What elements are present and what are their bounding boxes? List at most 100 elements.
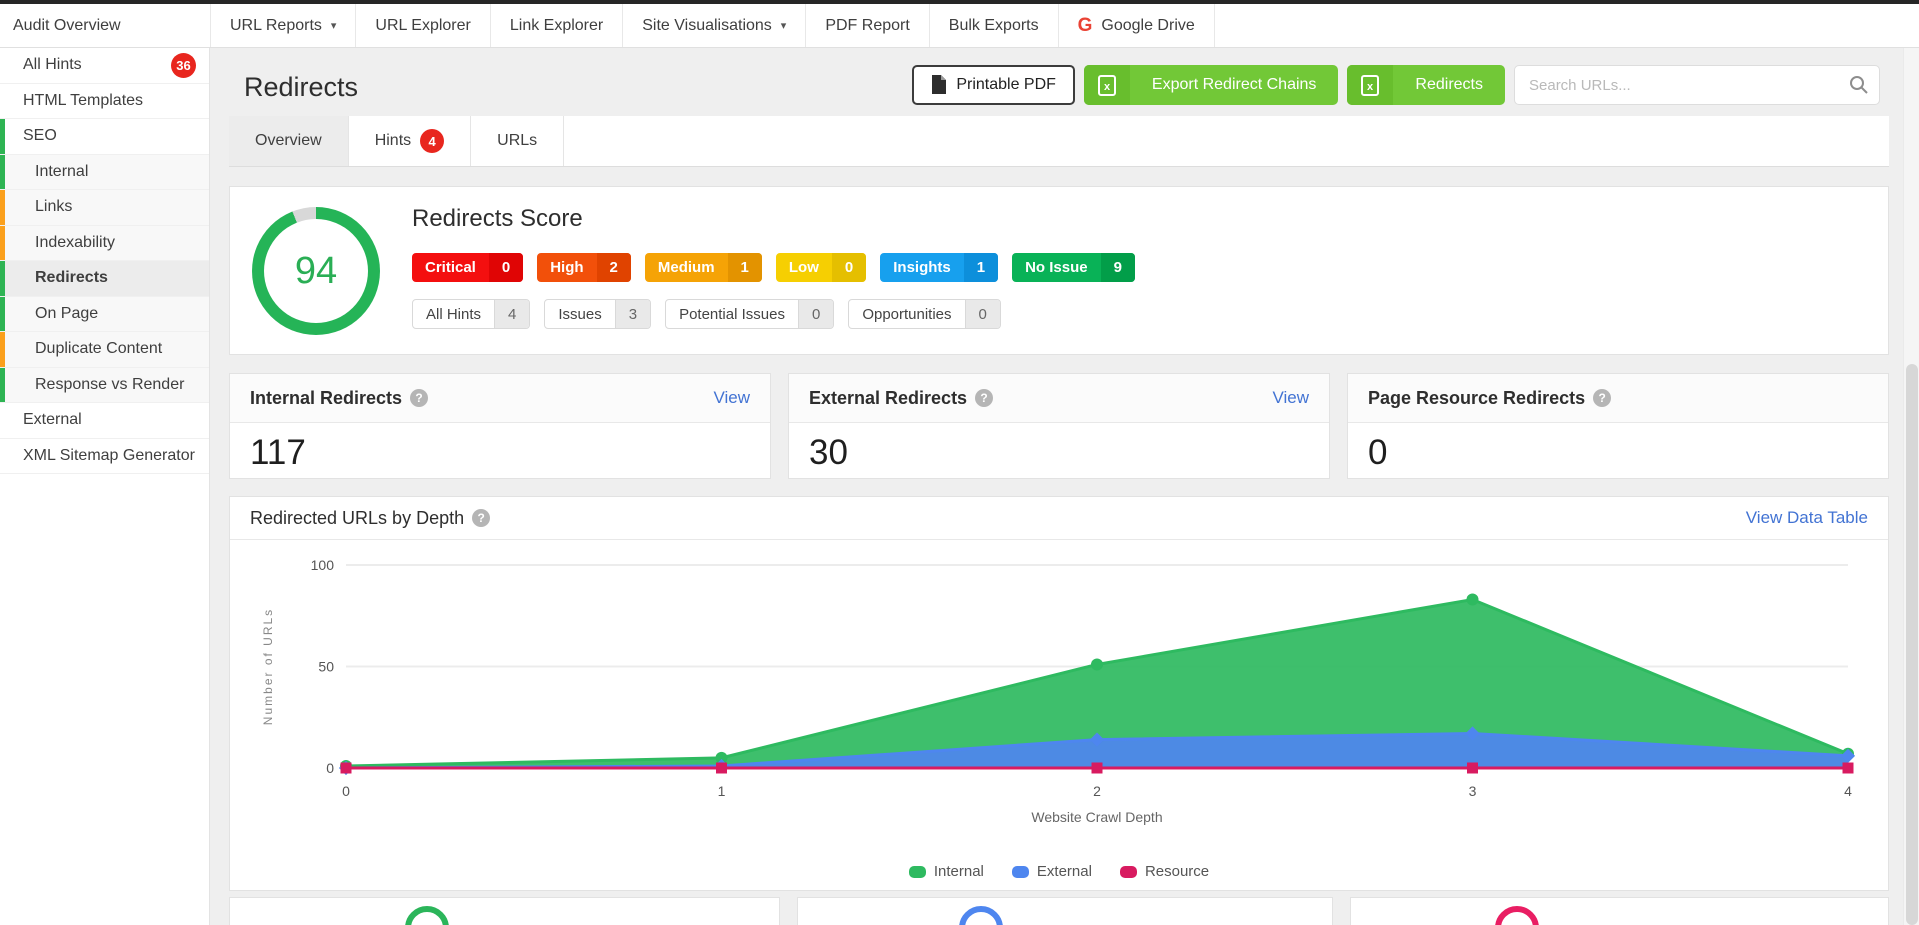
pill-opportunities[interactable]: Opportunities 0 — [848, 299, 1001, 329]
search-icon[interactable] — [1849, 75, 1869, 100]
legend-item-resource[interactable]: Resource — [1119, 863, 1209, 880]
sidebar-item-links[interactable]: Links — [0, 190, 209, 226]
nav-pdf-report[interactable]: PDF Report — [805, 4, 928, 47]
sidebar-item-label: SEO — [23, 127, 57, 145]
sidebar-item-internal[interactable]: Internal — [0, 154, 209, 190]
sidebar-item-all-hints[interactable]: All Hints 36 — [0, 48, 209, 84]
tab-hints[interactable]: Hints 4 — [349, 116, 472, 166]
nav-site-visualisations[interactable]: Site Visualisations ▾ — [622, 4, 805, 47]
sidebar-item-xml-sitemap-generator[interactable]: XML Sitemap Generator — [0, 438, 209, 474]
nav-url-reports[interactable]: URL Reports ▾ — [210, 4, 355, 47]
redirects-score-card: 94 Redirects Score Critical 0 High 2 Mediu… — [229, 186, 1889, 355]
legend-swatch-icon — [908, 865, 926, 878]
metric-label: Internal Redirects — [250, 387, 403, 408]
pill-count: 0 — [797, 300, 834, 328]
nav-bulk-exports[interactable]: Bulk Exports — [928, 4, 1058, 47]
svg-text:0: 0 — [342, 783, 350, 799]
severity-badges: Critical 0 High 2 Medium 1 Low 0 Insights 1 N… — [412, 253, 1135, 282]
status-bar-green — [0, 261, 5, 296]
nav-url-explorer[interactable]: URL Explorer — [355, 4, 489, 47]
badge-label: Low — [788, 259, 819, 276]
nav-google-drive[interactable]: G Google Drive — [1057, 4, 1215, 47]
sidebar-item-redirects[interactable]: Redirects — [0, 261, 209, 297]
badge-label: Insights — [893, 259, 951, 276]
file-icon — [932, 75, 947, 94]
sidebar-item-duplicate-content[interactable]: Duplicate Content — [0, 332, 209, 368]
sidebar-item-indexability[interactable]: Indexability — [0, 225, 209, 261]
score-value: 94 — [294, 249, 338, 292]
nav-label: Audit Overview — [13, 16, 121, 34]
export-redirects-button[interactable]: x Redirects — [1347, 65, 1505, 105]
nav-label: Link Explorer — [509, 16, 604, 34]
sidebar-item-label: Indexability — [35, 233, 116, 251]
view-data-table-link[interactable]: View Data Table — [1745, 508, 1868, 527]
svg-text:2: 2 — [1093, 783, 1101, 799]
pill-all-hints[interactable]: All Hints 4 — [412, 299, 531, 329]
nav-label: Google Drive — [1101, 16, 1195, 34]
badge-high[interactable]: High 2 — [537, 253, 631, 282]
sidebar-item-label: Duplicate Content — [35, 340, 163, 358]
hint-filter-pills: All Hints 4 Issues 3 Potential Issues 0 Opp… — [412, 299, 1001, 329]
sidebar-item-label: XML Sitemap Generator — [23, 446, 195, 464]
internal-donut-icon — [405, 906, 449, 925]
sidebar-item-html-templates[interactable]: HTML Templates — [0, 83, 209, 119]
sidebar-item-on-page[interactable]: On Page — [0, 296, 209, 332]
page-resource-redirects-card: Page Resource Redirects ? 0 — [1347, 373, 1889, 479]
vertical-scrollbar — [1903, 48, 1919, 925]
external-summary-card — [797, 897, 1333, 925]
internal-redirects-view-link[interactable]: View — [713, 388, 750, 407]
pill-potential-issues[interactable]: Potential Issues 0 — [665, 299, 835, 329]
nav-link-explorer[interactable]: Link Explorer — [489, 4, 622, 47]
badge-critical[interactable]: Critical 0 — [412, 253, 524, 282]
external-redirects-view-link[interactable]: View — [1272, 388, 1309, 407]
main-content: Redirects Printable PDF x Export Redirec… — [210, 48, 1903, 925]
badge-label: No Issue — [1025, 259, 1088, 276]
svg-text:100: 100 — [311, 557, 335, 573]
status-bar-green — [0, 119, 5, 154]
spreadsheet-icon: x — [1347, 65, 1394, 105]
help-icon[interactable]: ? — [975, 389, 994, 407]
nav-audit-overview[interactable]: Audit Overview — [0, 4, 210, 47]
sidebar-item-external[interactable]: External — [0, 403, 209, 439]
legend-item-external[interactable]: External — [1011, 863, 1092, 880]
metric-cards: Internal Redirects ? View 117 External R… — [229, 373, 1889, 479]
legend-label: Internal — [933, 863, 984, 880]
tab-urls[interactable]: URLs — [471, 116, 565, 166]
badge-count: 2 — [596, 253, 631, 282]
header-actions: Printable PDF x Export Redirect Chains x… — [912, 65, 1880, 105]
search-input[interactable] — [1515, 66, 1879, 104]
nav-label: Site Visualisations — [642, 16, 772, 34]
resource-donut-icon — [1495, 906, 1539, 925]
pill-label: Issues — [558, 305, 602, 323]
badge-low[interactable]: Low 0 — [775, 253, 867, 282]
hints-count-badge: 4 — [420, 129, 445, 153]
legend-item-internal[interactable]: Internal — [908, 863, 984, 880]
printable-pdf-button[interactable]: Printable PDF — [912, 65, 1075, 105]
svg-text:0: 0 — [326, 760, 334, 776]
chart-legend: Internal External Resource — [230, 863, 1888, 880]
help-icon[interactable]: ? — [472, 509, 491, 527]
badge-no-issue[interactable]: No Issue 9 — [1012, 253, 1135, 282]
sidebar-item-seo[interactable]: SEO — [0, 119, 209, 155]
export-redirect-chains-button[interactable]: x Export Redirect Chains — [1083, 65, 1339, 105]
sidebar-item-label: On Page — [35, 304, 99, 322]
pill-issues[interactable]: Issues 3 — [544, 299, 652, 329]
tab-label: Hints — [374, 132, 412, 149]
nav-label: PDF Report — [825, 16, 910, 34]
export-redirects-label: Redirects — [1415, 76, 1483, 93]
score-gauge — [252, 207, 380, 335]
resource-summary-card — [1350, 897, 1889, 925]
help-icon[interactable]: ? — [1593, 389, 1612, 407]
sidebar-item-response-vs-render[interactable]: Response vs Render — [0, 367, 209, 403]
badge-medium[interactable]: Medium 1 — [644, 253, 762, 282]
sidebar: All Hints 36 HTML Templates SEO Internal… — [0, 48, 210, 925]
svg-text:x: x — [1104, 81, 1111, 93]
help-icon[interactable]: ? — [410, 389, 429, 407]
scrollbar-thumb[interactable] — [1906, 364, 1918, 925]
status-bar-orange — [0, 190, 5, 225]
badge-insights[interactable]: Insights 1 — [880, 253, 999, 282]
badge-count: 0 — [488, 253, 524, 282]
bottom-card-row — [229, 897, 1889, 925]
tab-label: Overview — [255, 132, 322, 149]
tab-overview[interactable]: Overview — [229, 116, 349, 166]
